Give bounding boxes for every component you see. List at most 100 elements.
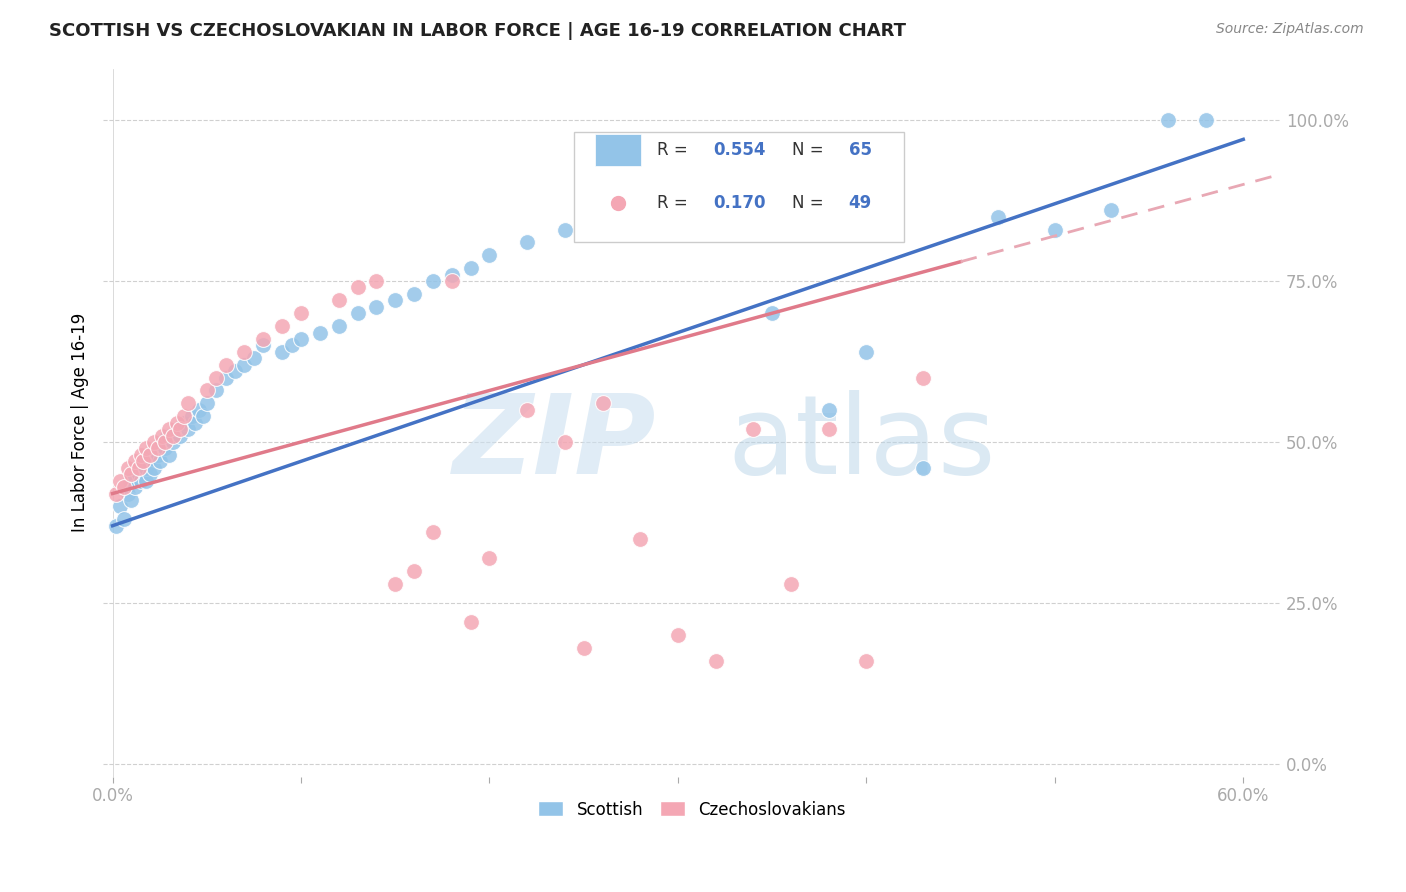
Point xyxy=(124,480,146,494)
Point xyxy=(135,442,157,456)
Text: N =: N = xyxy=(792,141,830,159)
Point xyxy=(243,351,266,366)
Legend: Scottish, Czechoslovakians: Scottish, Czechoslovakians xyxy=(531,794,852,825)
Point xyxy=(855,654,877,668)
Point xyxy=(205,370,228,384)
Point xyxy=(156,428,179,442)
Point xyxy=(422,525,444,540)
Point xyxy=(188,402,211,417)
Point xyxy=(120,467,142,482)
Point xyxy=(516,402,538,417)
Point xyxy=(817,402,839,417)
Point xyxy=(404,286,426,301)
Point xyxy=(987,210,1010,224)
Point xyxy=(139,448,162,462)
Point xyxy=(124,454,146,468)
Text: N =: N = xyxy=(792,194,830,212)
Point xyxy=(184,416,207,430)
Point xyxy=(135,474,157,488)
Point xyxy=(233,358,256,372)
Point xyxy=(742,422,765,436)
Point xyxy=(205,384,228,398)
Text: 0.170: 0.170 xyxy=(713,194,766,212)
Point xyxy=(911,460,934,475)
Point xyxy=(214,370,236,384)
Point xyxy=(1157,113,1180,128)
Point xyxy=(195,384,218,398)
Text: Source: ZipAtlas.com: Source: ZipAtlas.com xyxy=(1216,22,1364,37)
Point xyxy=(157,422,180,436)
Point xyxy=(149,454,172,468)
Point xyxy=(157,448,180,462)
Point xyxy=(704,654,727,668)
Text: 0.554: 0.554 xyxy=(713,141,766,159)
Point xyxy=(108,474,131,488)
Point xyxy=(166,422,188,436)
Point xyxy=(146,448,169,462)
Point xyxy=(422,274,444,288)
Point xyxy=(155,442,177,456)
Point xyxy=(105,518,128,533)
Point xyxy=(162,435,184,450)
Point xyxy=(146,442,169,456)
Point xyxy=(761,306,783,320)
FancyBboxPatch shape xyxy=(596,135,641,166)
Point xyxy=(460,261,482,276)
Point xyxy=(328,293,350,308)
Point xyxy=(139,467,162,482)
Point xyxy=(180,409,202,424)
Point xyxy=(572,641,595,656)
Point xyxy=(224,364,246,378)
Point xyxy=(1099,203,1122,218)
Text: atlas: atlas xyxy=(727,391,995,498)
Point xyxy=(440,274,463,288)
Point xyxy=(271,319,294,334)
Text: ZIP: ZIP xyxy=(453,391,657,498)
Point xyxy=(280,338,302,352)
Point xyxy=(366,300,388,314)
Point xyxy=(404,564,426,578)
Point xyxy=(112,512,135,526)
Point xyxy=(308,326,330,340)
Point xyxy=(177,422,200,436)
Point xyxy=(592,396,614,410)
Point xyxy=(780,576,803,591)
Point xyxy=(666,184,689,198)
Point xyxy=(478,248,501,262)
Point xyxy=(118,474,141,488)
Text: 65: 65 xyxy=(849,141,872,159)
Point xyxy=(592,210,614,224)
Point xyxy=(166,416,188,430)
Point xyxy=(252,332,274,346)
Point xyxy=(195,396,218,410)
Point xyxy=(384,576,406,591)
Point xyxy=(129,474,152,488)
Point xyxy=(1194,113,1216,128)
Text: R =: R = xyxy=(657,141,693,159)
Point xyxy=(117,486,139,500)
Point xyxy=(817,422,839,436)
Point xyxy=(328,319,350,334)
Point xyxy=(131,454,153,468)
Point xyxy=(177,396,200,410)
Point xyxy=(150,435,173,450)
Text: R =: R = xyxy=(657,194,693,212)
Point xyxy=(554,222,576,236)
Point xyxy=(169,428,191,442)
Point xyxy=(129,448,152,462)
Point xyxy=(628,196,651,211)
Point xyxy=(143,460,166,475)
Point xyxy=(169,422,191,436)
Point xyxy=(112,480,135,494)
Point xyxy=(346,306,368,320)
Point xyxy=(128,467,150,482)
Text: SCOTTISH VS CZECHOSLOVAKIAN IN LABOR FORCE | AGE 16-19 CORRELATION CHART: SCOTTISH VS CZECHOSLOVAKIAN IN LABOR FOR… xyxy=(49,22,907,40)
Point xyxy=(1043,222,1066,236)
Point xyxy=(290,332,312,346)
Point xyxy=(666,628,689,642)
FancyBboxPatch shape xyxy=(574,132,904,242)
Point xyxy=(108,500,131,514)
Point xyxy=(252,338,274,352)
Point xyxy=(460,615,482,630)
Point xyxy=(143,435,166,450)
